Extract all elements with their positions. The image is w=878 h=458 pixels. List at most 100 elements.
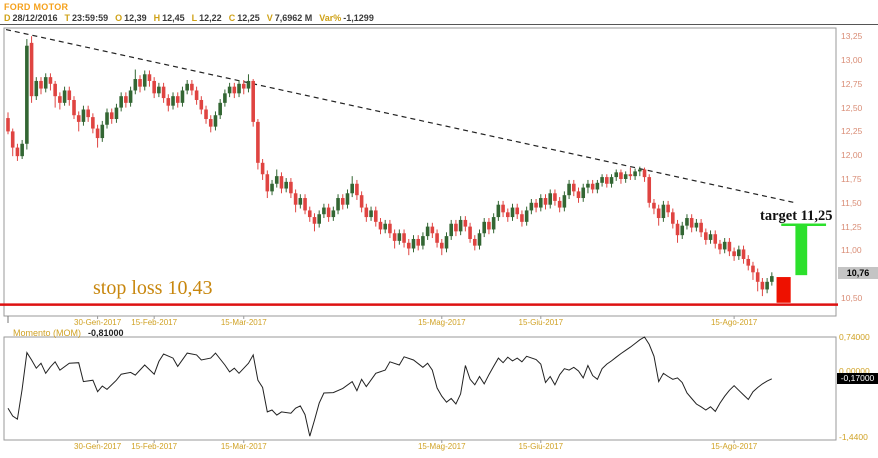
date-axis-label: 15-Giu-2017 — [518, 318, 564, 327]
date-axis-label: 30-Gen-2017 — [74, 442, 122, 451]
candle-bullish — [685, 218, 689, 226]
candle-bearish — [166, 98, 171, 106]
candle-bullish — [661, 204, 666, 219]
candle-bullish — [482, 221, 487, 234]
candle-bullish — [284, 181, 288, 189]
ohlc-info-bar: D 28/12/2016 T 23:59:59 O 12,39 H 12,45 L 12,22 C 1… — [4, 13, 381, 23]
candle-bullish — [157, 86, 161, 94]
candle-bearish — [718, 243, 722, 250]
candle-bullish — [600, 177, 604, 183]
candle-bullish — [548, 193, 553, 205]
candle-bullish — [638, 169, 642, 172]
date-axis-label: 15-Feb-2017 — [131, 318, 178, 327]
field-label: C — [228, 13, 236, 23]
candle-bearish — [704, 232, 708, 240]
candle-bullish — [270, 183, 274, 192]
candle-bearish — [642, 169, 647, 178]
candle-bullish — [142, 74, 147, 87]
candle-bearish — [647, 177, 652, 203]
candle-bearish — [293, 193, 298, 205]
candle-bullish — [586, 183, 590, 188]
momentum-axis-label: -1,4400 — [839, 432, 868, 443]
candle-bullish — [425, 226, 430, 237]
candle-bullish — [770, 276, 774, 282]
entry-stop-bar[interactable] — [776, 277, 791, 303]
candle-bullish — [43, 77, 48, 89]
candle-bearish — [576, 191, 581, 199]
field-value: 23:59:59 — [72, 13, 109, 23]
candle-bearish — [199, 99, 204, 110]
field-label: T — [64, 13, 71, 23]
date-axis-label: 15-Mag-2017 — [417, 442, 466, 451]
candle-bearish — [204, 109, 208, 120]
stop-loss-annotation-text[interactable]: stop loss 10,43 — [93, 277, 213, 299]
candle-bullish — [496, 204, 501, 218]
candle-bullish — [246, 80, 251, 89]
field-label: L — [191, 13, 198, 23]
candle-bearish — [76, 115, 81, 122]
candle-bullish — [477, 233, 482, 246]
price-axis-label: 12,50 — [841, 102, 863, 113]
candle-bullish — [100, 124, 105, 139]
candle-bearish — [161, 86, 166, 99]
candle-bullish — [227, 86, 232, 94]
field-label: Var% — [319, 13, 342, 23]
candle-bullish — [737, 249, 741, 257]
candle-bullish — [317, 214, 321, 224]
field-label: D — [4, 13, 11, 23]
target-annotation-text[interactable]: target 11,25 — [760, 208, 833, 224]
candle-bearish — [256, 121, 260, 163]
candle-bearish — [378, 221, 383, 230]
price-axis-label: 12,75 — [841, 78, 863, 89]
field-value: 12,45 — [162, 13, 185, 23]
candle-bearish — [10, 131, 15, 148]
momentum-plot[interactable] — [3, 336, 837, 441]
candle-bearish — [373, 210, 378, 222]
candle-bullish — [633, 171, 637, 177]
candle-bullish — [680, 225, 685, 236]
candle-bearish — [713, 234, 718, 244]
candle-bullish — [105, 112, 109, 125]
candle-bullish — [114, 107, 119, 120]
candle-bullish — [491, 217, 496, 230]
candle-bearish — [86, 109, 90, 118]
candle-bullish — [298, 198, 303, 205]
target-profit-bar[interactable] — [795, 225, 808, 276]
candle-bullish — [383, 223, 387, 230]
date-axis-label: 15-Ago-2017 — [710, 442, 758, 451]
candle-bearish — [95, 128, 100, 139]
candle-bullish — [722, 241, 727, 250]
field-value: 12,22 — [199, 13, 222, 23]
candle-bearish — [359, 195, 364, 208]
price-axis-label: 11,25 — [841, 221, 862, 232]
candle-bearish — [147, 74, 152, 81]
date-axis-label: 15-Mar-2017 — [220, 318, 267, 327]
candle-bearish — [751, 265, 755, 273]
candle-bullish — [411, 238, 416, 249]
price-chart-plot[interactable] — [3, 27, 837, 317]
candle-bearish — [241, 83, 246, 89]
field-value: 12,39 — [124, 13, 147, 23]
candle-bearish — [515, 207, 520, 215]
candle-bearish — [6, 118, 10, 132]
price-axis-label: 13,25 — [841, 31, 863, 42]
candle-bearish — [312, 217, 317, 224]
candle-bearish — [58, 96, 62, 103]
candle-bearish — [760, 281, 765, 290]
candle-bearish — [557, 200, 562, 208]
candle-bearish — [755, 272, 760, 282]
trendline[interactable] — [5, 28, 796, 204]
candle-bearish — [392, 233, 397, 241]
candle-bullish — [458, 219, 463, 232]
candle-bearish — [303, 198, 307, 211]
candle-bullish — [331, 210, 336, 218]
candle-bearish — [307, 210, 312, 218]
candle-bullish — [369, 210, 373, 218]
field-value: -1,1299 — [343, 13, 374, 23]
candle-bullish — [20, 143, 24, 157]
price-axis-label: 10,50 — [841, 293, 863, 303]
candle-bearish — [430, 226, 435, 234]
candle-bullish — [421, 236, 425, 246]
candle-bearish — [340, 198, 345, 205]
